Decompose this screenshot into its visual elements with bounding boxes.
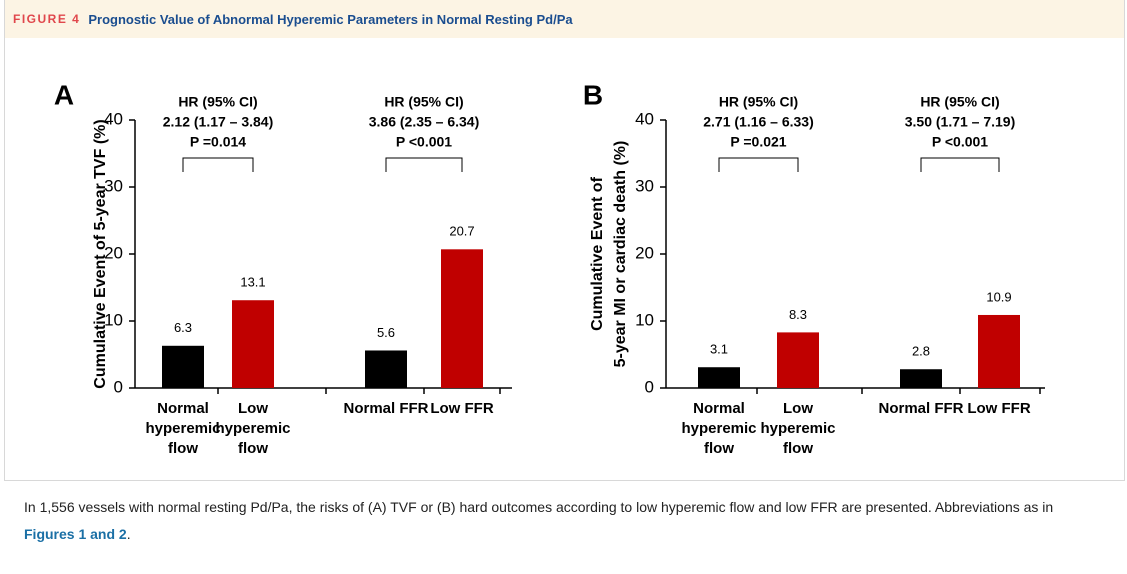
charts: A Cumulative Event of 5-year TVF (%) 0 10 20… [54,79,1045,457]
bar [162,345,204,388]
bar [777,332,819,388]
annotation: 3.50 (1.71 – 7.19) [905,114,1016,130]
x-tick-label: flow [238,440,268,457]
value-label: 13.1 [240,275,265,290]
annotation: P =0.021 [730,134,786,150]
caption-end: . [126,526,131,542]
y-tick-label: 30 [104,176,123,195]
y-tick-label: 20 [104,243,123,262]
y-axis-label: 5-year MI or cardiac death (%) [612,141,629,368]
y-tick-label: 0 [645,377,654,396]
x-tick-label: hyperemic [760,420,835,437]
bracket [718,157,799,172]
x-tick-label: flow [783,440,813,457]
x-tick-label: hyperemic [145,420,220,437]
value-label: 2.8 [912,344,930,359]
bracket [182,157,254,172]
annotation: HR (95% CI) [920,94,999,110]
bar [698,367,740,388]
x-tick-label: flow [168,440,198,457]
x-tick-label: Low FFR [430,400,493,417]
annotation: P =0.014 [190,134,246,150]
y-axis-label: Cumulative Event of [589,176,606,330]
annotation: P <0.001 [396,134,452,150]
value-label: 3.1 [710,342,728,357]
bar [900,369,942,388]
caption-link[interactable]: Figures 1 and 2 [24,526,127,542]
bar [441,249,483,388]
bar [365,350,407,388]
y-tick-label: 20 [635,243,654,262]
bracket [920,157,1000,172]
y-tick-label: 0 [114,377,123,396]
panel-letter: B [583,79,603,110]
y-tick-label: 10 [104,310,123,329]
x-tick-label: Low [783,400,813,417]
value-label: 6.3 [174,320,192,335]
x-tick-label: Low FFR [967,400,1030,417]
caption: In 1,556 vessels with normal resting Pd/… [24,494,1104,548]
value-label: 5.6 [377,325,395,340]
x-tick-label: hyperemic [681,420,756,437]
annotation: 3.86 (2.35 – 6.34) [369,114,480,130]
bar [978,314,1020,388]
value-label: 20.7 [449,224,474,239]
x-tick-label: hyperemic [215,420,290,437]
y-tick-label: 40 [635,109,654,128]
annotation: HR (95% CI) [178,94,257,110]
y-tick-label: 40 [104,109,123,128]
annotation: HR (95% CI) [384,94,463,110]
figure-header: FIGURE 4 Prognostic Value of Abnormal Hy… [5,0,1124,38]
x-tick-label: Normal FFR [878,400,963,417]
annotation: P <0.001 [932,134,988,150]
x-tick-label: Normal [693,400,745,417]
panel-letter: A [54,79,74,110]
annotation: 2.71 (1.16 – 6.33) [703,114,814,130]
y-tick-label: 10 [635,310,654,329]
bracket [385,157,463,172]
annotation: HR (95% CI) [719,94,798,110]
annotation: 2.12 (1.17 – 3.84) [163,114,274,130]
x-tick-label: Normal [157,400,209,417]
figure-label: FIGURE 4 [13,12,81,26]
x-tick-label: Low [238,400,268,417]
caption-text: In 1,556 vessels with normal resting Pd/… [24,499,1054,515]
bar [232,300,274,388]
figure-title: Prognostic Value of Abnormal Hyperemic P… [88,11,573,27]
value-label: 8.3 [789,307,807,322]
figure-box: FIGURE 4 Prognostic Value of Abnormal Hy… [4,0,1125,481]
y-tick-label: 30 [635,176,654,195]
x-tick-label: flow [704,440,734,457]
value-label: 10.9 [986,289,1011,304]
y-axis-label: Cumulative Event of 5-year TVF (%) [92,119,109,388]
x-tick-label: Normal FFR [343,400,428,417]
